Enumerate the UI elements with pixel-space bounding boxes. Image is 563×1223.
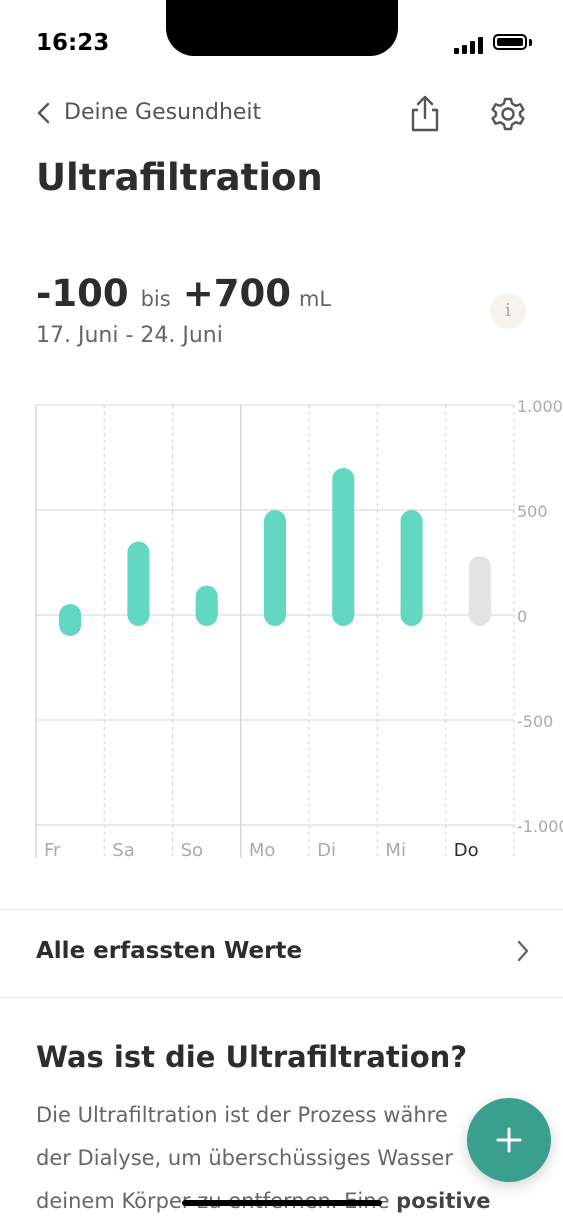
bar-base [127, 604, 150, 615]
back-button[interactable]: Deine Gesundheit [36, 100, 261, 125]
ultrafiltration-chart: 1.000 500 0 -500 -1.000 Fr Sa So Mo Di Mi Do [35, 397, 563, 861]
status-time: 16:23 [36, 30, 110, 56]
gear-icon[interactable] [490, 96, 526, 132]
range-max: +700 [182, 272, 291, 315]
x-tick-label: Do [454, 840, 479, 861]
bar-base [59, 615, 82, 626]
range-connector: bis [140, 287, 171, 311]
info-icon[interactable]: i [490, 293, 526, 329]
bar-base [195, 604, 218, 615]
range-min: -100 [36, 272, 129, 315]
divider-bottom [0, 997, 563, 998]
date-range: 17. Juni - 24. Juni [36, 323, 223, 348]
add-button[interactable] [467, 1098, 551, 1182]
info-line-1: Die Ultrafiltration ist der Prozess währ… [36, 1103, 448, 1127]
y-tick-label: -500 [517, 712, 553, 731]
camera-notch [166, 0, 398, 56]
x-tick-label: So [181, 840, 203, 861]
battery-tip [529, 39, 532, 46]
share-icon[interactable] [408, 94, 442, 134]
y-tick-label: -1.000 [517, 817, 563, 836]
home-indicator [182, 1200, 382, 1206]
divider-top [0, 909, 563, 910]
info-section-text: Die Ultrafiltration ist der Prozess währ… [36, 1094, 556, 1223]
bar-base [400, 604, 423, 615]
chevron-left-icon [37, 102, 50, 123]
info-line-2: der Dialyse, um überschüssiges Wasser [36, 1146, 453, 1170]
bar-di [332, 468, 355, 626]
range-unit: mL [298, 287, 332, 311]
x-tick-label: Mo [249, 840, 276, 861]
all-values-label: Alle erfassten Werte [36, 938, 303, 964]
bar-mi [400, 510, 423, 626]
y-tick-label: 500 [517, 502, 548, 521]
info-section-title: Was ist die Ultrafiltration? [36, 1040, 468, 1074]
chevron-right-icon [517, 940, 529, 962]
bar-do [468, 556, 491, 626]
info-line-3-bold: positive [396, 1189, 491, 1213]
plus-icon [496, 1127, 522, 1153]
battery-icon [493, 34, 527, 50]
back-label: Deine Gesundheit [64, 100, 262, 125]
signal-icon [454, 36, 483, 54]
page-title: Ultrafiltration [36, 156, 323, 199]
bar-base [264, 604, 286, 615]
bar-base [468, 604, 491, 615]
x-tick-label: Fr [44, 840, 61, 861]
bar-base [332, 604, 355, 615]
y-tick-label: 0 [517, 607, 527, 626]
value-range: -100 bis +700 mL [36, 272, 331, 315]
all-values-row[interactable]: Alle erfassten Werte [36, 938, 530, 964]
x-tick-label: Sa [112, 840, 134, 861]
x-tick-label: Mi [385, 840, 406, 861]
x-tick-label: Di [317, 840, 336, 861]
y-tick-label: 1.000 [517, 397, 563, 416]
bar-mo [264, 510, 286, 626]
